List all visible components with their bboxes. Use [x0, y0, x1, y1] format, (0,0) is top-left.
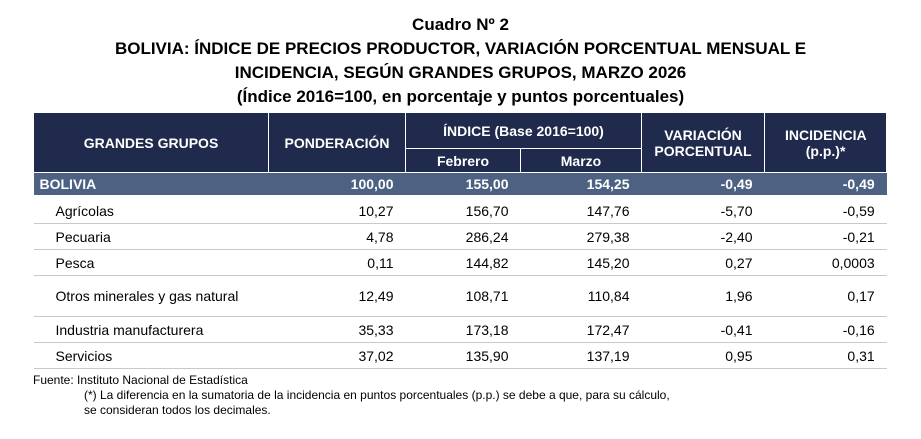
cell: 135,90 — [405, 342, 521, 369]
cell: -5,70 — [641, 196, 765, 224]
heading: INCIDENCIA, SEGÚN GRANDES GRUPOS, MARZO … — [234, 63, 687, 82]
cell: -0,49 — [764, 172, 887, 198]
cell: 0,31 — [764, 342, 887, 369]
row: Agrícolas 10,27 156,70 147,76 -5,70 -0,59 — [33, 196, 887, 224]
cell: 286,24 — [405, 223, 521, 250]
row: Servicios 37,02 135,90 137,19 0,95 0,31 — [33, 342, 887, 369]
units: (Índice 2016=100, en porcentaje y puntos… — [236, 87, 685, 106]
cell: 35,33 — [268, 316, 406, 343]
col-header: VARIACIÓN PORCENTUAL — [641, 112, 765, 173]
cell: 154,25 — [520, 172, 642, 198]
cell: 37,02 — [268, 342, 406, 369]
cell: 155,00 — [405, 172, 521, 198]
cell: -0,59 — [764, 196, 887, 224]
cell: 156,70 — [405, 196, 521, 224]
note: se consideran todos los decimales. — [84, 403, 271, 417]
cell: 0,11 — [268, 249, 406, 276]
table: GRANDES GRUPOS PONDERACIÓN ÍNDICE (Base … — [33, 112, 888, 369]
cell: -0,49 — [641, 172, 765, 198]
cell: 279,38 — [520, 223, 642, 250]
cell: 137,19 — [520, 342, 642, 369]
col-header: PONDERACIÓN — [268, 112, 406, 173]
col-header: INCIDENCIA (p.p.)* — [763, 112, 888, 173]
cell: Otros minerales y gas natural — [33, 275, 269, 317]
cell: 144,82 — [405, 249, 521, 276]
cell: 100,00 — [268, 172, 406, 198]
heading: BOLIVIA: ÍNDICE DE PRECIOS PRODUCTOR, VA… — [114, 39, 807, 58]
cell: 172,47 — [520, 316, 642, 343]
row: Otros minerales y gas natural 12,49 108,71… — [33, 275, 887, 317]
cell: -0,16 — [764, 316, 887, 343]
cell: 147,76 — [520, 196, 642, 224]
cell: Agrícolas — [33, 196, 269, 224]
source: Fuente: Instituto Nacional de Estadístic… — [33, 373, 248, 387]
cell: Servicios — [33, 342, 269, 369]
row: Industria manufacturera 35,33 173,18 172,47… — [33, 316, 887, 343]
col-header: Febrero — [405, 148, 521, 173]
col-header: ÍNDICE (Base 2016=100) — [405, 112, 642, 149]
row: Pecuaria 4,78 286,24 279,38 -2,40 -0,21 — [33, 223, 887, 250]
cell: 4,78 — [268, 223, 406, 250]
cell: 173,18 — [405, 316, 521, 343]
col-header: Marzo — [520, 148, 642, 173]
cell: Pesca — [33, 249, 269, 276]
cell: 1,96 — [641, 275, 765, 317]
cell: -0,41 — [641, 316, 765, 343]
cell: 0,27 — [641, 249, 765, 276]
row: Pesca 0,11 144,82 145,20 0,27 0,0003 — [33, 249, 887, 276]
cell: 0,95 — [641, 342, 765, 369]
cell: 0,17 — [764, 275, 887, 317]
cell: -0,21 — [764, 223, 887, 250]
cell: 108,71 — [405, 275, 521, 317]
title: Cuadro Nº 2 — [412, 15, 509, 34]
cell: 0,0003 — [764, 249, 887, 276]
cell: -2,40 — [641, 223, 765, 250]
cell: BOLIVIA — [33, 172, 269, 198]
cell: 145,20 — [520, 249, 642, 276]
note: (*) La diferencia en la sumatoria de la … — [84, 388, 670, 402]
cell: 10,27 — [268, 196, 406, 224]
col-header: GRANDES GRUPOS — [33, 112, 269, 173]
cell: 110,84 — [520, 275, 642, 317]
cell: Industria manufacturera — [33, 316, 269, 343]
row: BOLIVIA 100,00 155,00 154,25 -0,49 -0,49 — [33, 172, 887, 198]
cell: Pecuaria — [33, 223, 269, 250]
cell: 12,49 — [268, 275, 406, 317]
